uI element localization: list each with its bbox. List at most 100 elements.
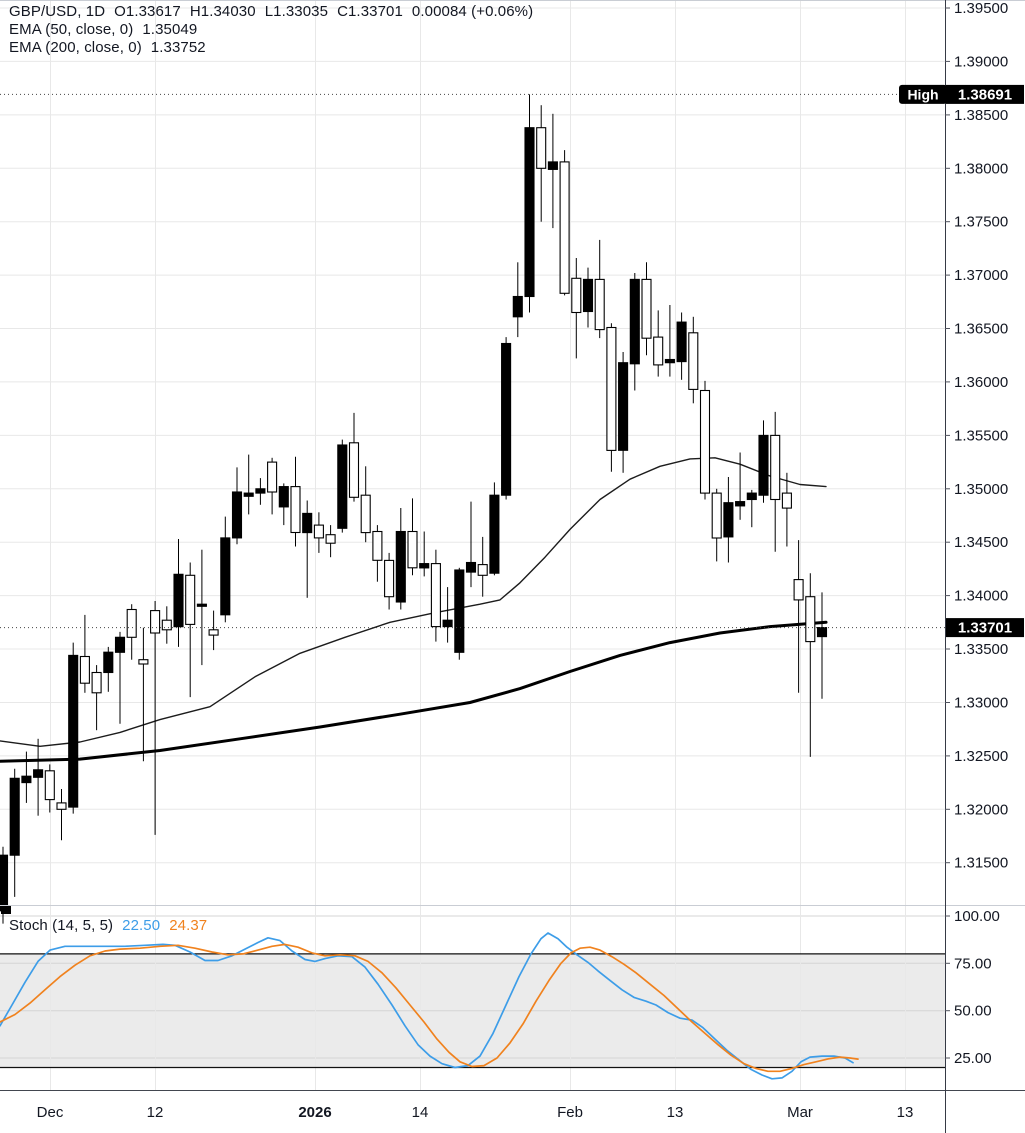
candle-body-down — [770, 434, 781, 501]
ema-200-line[interactable] — [0, 620, 828, 763]
price-tick-label: 1.37500 — [954, 214, 1008, 231]
candle-body-down — [407, 530, 418, 569]
candle-body-up — [243, 492, 254, 497]
candle-body-down — [781, 492, 792, 509]
price-tick-label: 1.34000 — [954, 588, 1008, 605]
candle-body-up — [501, 342, 512, 496]
candle-body-down — [185, 574, 196, 625]
candle-body-up — [21, 775, 32, 784]
ema-50-line[interactable] — [0, 457, 827, 747]
stoch-axis[interactable]: 100.00 75.00 50.00 25.00 — [945, 908, 1000, 1067]
stoch-tick-label: 25.00 — [954, 1050, 992, 1067]
candle-body-up — [454, 569, 465, 653]
pane-handle-icon[interactable] — [1, 906, 11, 914]
price-tick-label: 1.39000 — [954, 53, 1008, 70]
price-tick-label: 1.32000 — [954, 801, 1008, 818]
candle-body-down — [805, 596, 816, 643]
candles[interactable] — [0, 94, 828, 924]
time-tick-label: Mar — [787, 1104, 813, 1121]
candle-body-down — [360, 494, 371, 534]
price-axis[interactable]: 1.39500 1.39000 1.38500 1.38000 1.37500 1.370… — [945, 0, 1008, 872]
candle-body-down — [138, 659, 149, 665]
candle-body-up — [68, 654, 79, 808]
ema200-value: 1.33752 — [150, 39, 206, 56]
time-tick-label: 13 — [897, 1104, 914, 1121]
candle-body-up — [33, 769, 44, 778]
candle-body-down — [44, 770, 55, 801]
stoch-k-line[interactable] — [0, 932, 854, 1080]
symbol-legend[interactable]: GBP/USD, 1D O1.33617 H1.34030 L1.33035 C… — [9, 3, 533, 21]
candle-body-up — [196, 603, 207, 607]
candle-body-down — [325, 534, 336, 544]
price-tick-label: 1.36500 — [954, 321, 1008, 338]
candle-body-down — [348, 442, 360, 498]
candle-body-up — [220, 537, 231, 616]
candle-body-up — [582, 278, 594, 313]
candle-body-up — [302, 512, 313, 534]
candle-body-up — [173, 573, 184, 628]
stoch-d-line[interactable] — [0, 943, 859, 1073]
candle-body-up — [746, 492, 757, 501]
candle-body-up — [618, 362, 629, 451]
ema200-legend[interactable]: EMA (200, close, 0) 1.33752 — [9, 39, 206, 57]
candle-body-up — [337, 444, 348, 529]
candle-body-up — [103, 651, 114, 674]
time-axis[interactable]: Dec 12 2026 14 Feb 13 Mar 13 — [37, 1104, 914, 1121]
ema50-legend[interactable]: EMA (50, close, 0) 1.35049 — [9, 21, 197, 39]
time-tick-label: Dec — [37, 1104, 64, 1121]
candle-body-down — [606, 326, 617, 451]
candle-body-down — [372, 530, 383, 561]
high-axis-box — [946, 84, 1024, 104]
candle-body-up — [547, 161, 558, 170]
candle-body-up — [278, 486, 289, 508]
candle-body-up — [0, 854, 9, 912]
time-tick-label: 13 — [667, 1104, 684, 1121]
candle-body-down — [290, 486, 301, 534]
candle-body-up — [735, 501, 746, 507]
stoch-tick-label: 100.00 — [954, 908, 1000, 925]
stoch-tick-label: 75.00 — [954, 955, 992, 972]
candle-body-down — [641, 278, 652, 339]
high-badge-label: High — [907, 86, 938, 102]
price-tick-label: 1.31500 — [954, 855, 1008, 872]
ema50-label: EMA (50, close, 0) — [9, 21, 134, 38]
candle-body-down — [267, 461, 278, 493]
price-tick-label: 1.39500 — [954, 0, 1008, 17]
price-tick-label: 1.33000 — [954, 695, 1008, 712]
stoch-d-value: 24.37 — [169, 917, 208, 934]
ema50-value: 1.35049 — [142, 21, 198, 38]
candle-body-up — [758, 434, 769, 496]
symbol-title[interactable]: GBP/USD, 1D — [9, 3, 106, 20]
change-value: 0.00084 (+0.06%) — [411, 3, 534, 20]
price-tick-label: 1.33500 — [954, 641, 1008, 658]
stoch-label: Stoch (14, 5, 5) — [9, 917, 114, 934]
candle-body-up — [231, 491, 243, 539]
candle-body-down — [477, 564, 488, 576]
gridlines — [0, 0, 945, 1090]
candle-body-down — [571, 277, 582, 314]
candle-body-up — [442, 619, 453, 628]
price-tick-label: 1.38000 — [954, 160, 1008, 177]
candle-body-down — [430, 563, 441, 628]
price-tick-label: 1.35000 — [954, 481, 1008, 498]
stoch-tick-label: 50.00 — [954, 1003, 992, 1020]
price-tick-label: 1.36000 — [954, 374, 1008, 391]
time-tick-label: 14 — [412, 1104, 429, 1121]
high-axis-label: 1.38691 — [958, 86, 1012, 103]
candle-body-down — [126, 608, 137, 638]
candle-body-down — [150, 610, 161, 634]
time-tick-label: 2026 — [298, 1104, 331, 1121]
candle-body-down — [536, 127, 547, 169]
candle-body-down — [384, 559, 395, 598]
candle-body-down — [559, 161, 570, 294]
candle-body-up — [395, 530, 406, 603]
stoch-legend[interactable]: Stoch (14, 5, 5) 22.50 24.37 — [9, 917, 207, 935]
candle-body-down — [208, 629, 219, 636]
ohlc-close: C1.33701 — [337, 3, 403, 20]
time-tick-label: 12 — [147, 1104, 164, 1121]
candle-body-up — [524, 127, 535, 298]
candle-body-up — [9, 777, 20, 856]
